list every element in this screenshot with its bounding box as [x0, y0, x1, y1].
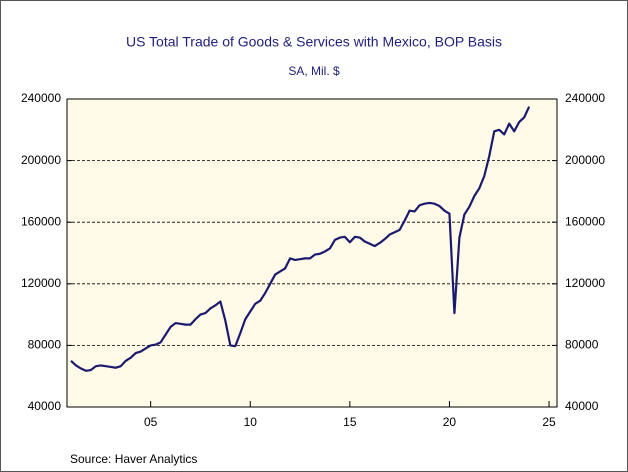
y-tick-label: 200000: [21, 153, 61, 167]
x-tick-label: 10: [244, 415, 258, 429]
x-tick-label: 15: [343, 415, 357, 429]
x-tick-label: 25: [542, 415, 556, 429]
line: [70, 106, 531, 372]
y-tick-label: 240000: [21, 91, 61, 105]
y2-tick-label: 120000: [565, 276, 605, 290]
y-tick-label: 80000: [28, 338, 62, 352]
x-tick-label: 20: [443, 415, 457, 429]
y-tick-label: 160000: [21, 214, 61, 228]
y2-tick-label: 200000: [565, 153, 605, 167]
y2-tick-label: 160000: [565, 214, 605, 228]
x-tick-label: 05: [144, 415, 158, 429]
y2-tick-label: 240000: [565, 91, 605, 105]
y2-tick-label: 40000: [565, 399, 599, 413]
source: Source: Haver Analytics: [70, 452, 197, 466]
chart-title: US Total Trade of Goods & Services with …: [126, 34, 502, 50]
y-tick-label: 120000: [21, 276, 61, 290]
plot-area: [66, 98, 558, 408]
y-tick-label: 40000: [28, 399, 62, 413]
y2-tick-label: 80000: [565, 338, 599, 352]
chart-subtitle: SA, Mil. $: [288, 64, 340, 78]
